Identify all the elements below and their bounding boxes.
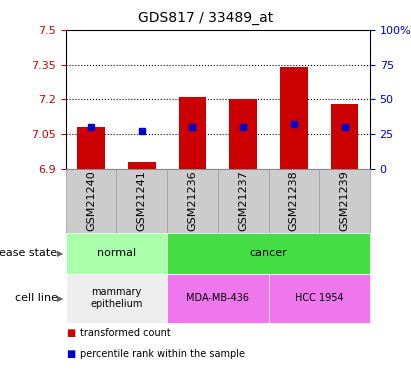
Text: ■: ■ xyxy=(66,349,75,359)
Text: ▶: ▶ xyxy=(57,249,64,258)
Text: disease state: disease state xyxy=(0,248,58,258)
Text: percentile rank within the sample: percentile rank within the sample xyxy=(80,349,245,359)
Text: GSM21236: GSM21236 xyxy=(187,170,197,231)
Text: HCC 1954: HCC 1954 xyxy=(295,293,344,303)
Text: GDS817 / 33489_at: GDS817 / 33489_at xyxy=(138,11,273,25)
Text: cancer: cancer xyxy=(249,248,287,258)
Bar xyxy=(178,97,206,169)
Text: ■: ■ xyxy=(66,328,75,338)
Text: GSM21239: GSM21239 xyxy=(339,170,349,231)
Text: GSM21238: GSM21238 xyxy=(289,170,299,231)
Text: mammary
epithelium: mammary epithelium xyxy=(90,287,143,309)
Text: ▶: ▶ xyxy=(57,294,64,303)
Text: normal: normal xyxy=(97,248,136,258)
Bar xyxy=(280,67,308,169)
Bar xyxy=(229,99,257,169)
Text: GSM21240: GSM21240 xyxy=(86,170,96,231)
Bar xyxy=(128,162,156,169)
Bar xyxy=(330,104,358,169)
Text: GSM21237: GSM21237 xyxy=(238,170,248,231)
Bar xyxy=(77,127,105,169)
Text: GSM21241: GSM21241 xyxy=(137,170,147,231)
Text: cell line: cell line xyxy=(14,293,58,303)
Text: MDA-MB-436: MDA-MB-436 xyxy=(186,293,249,303)
Text: transformed count: transformed count xyxy=(80,328,171,338)
